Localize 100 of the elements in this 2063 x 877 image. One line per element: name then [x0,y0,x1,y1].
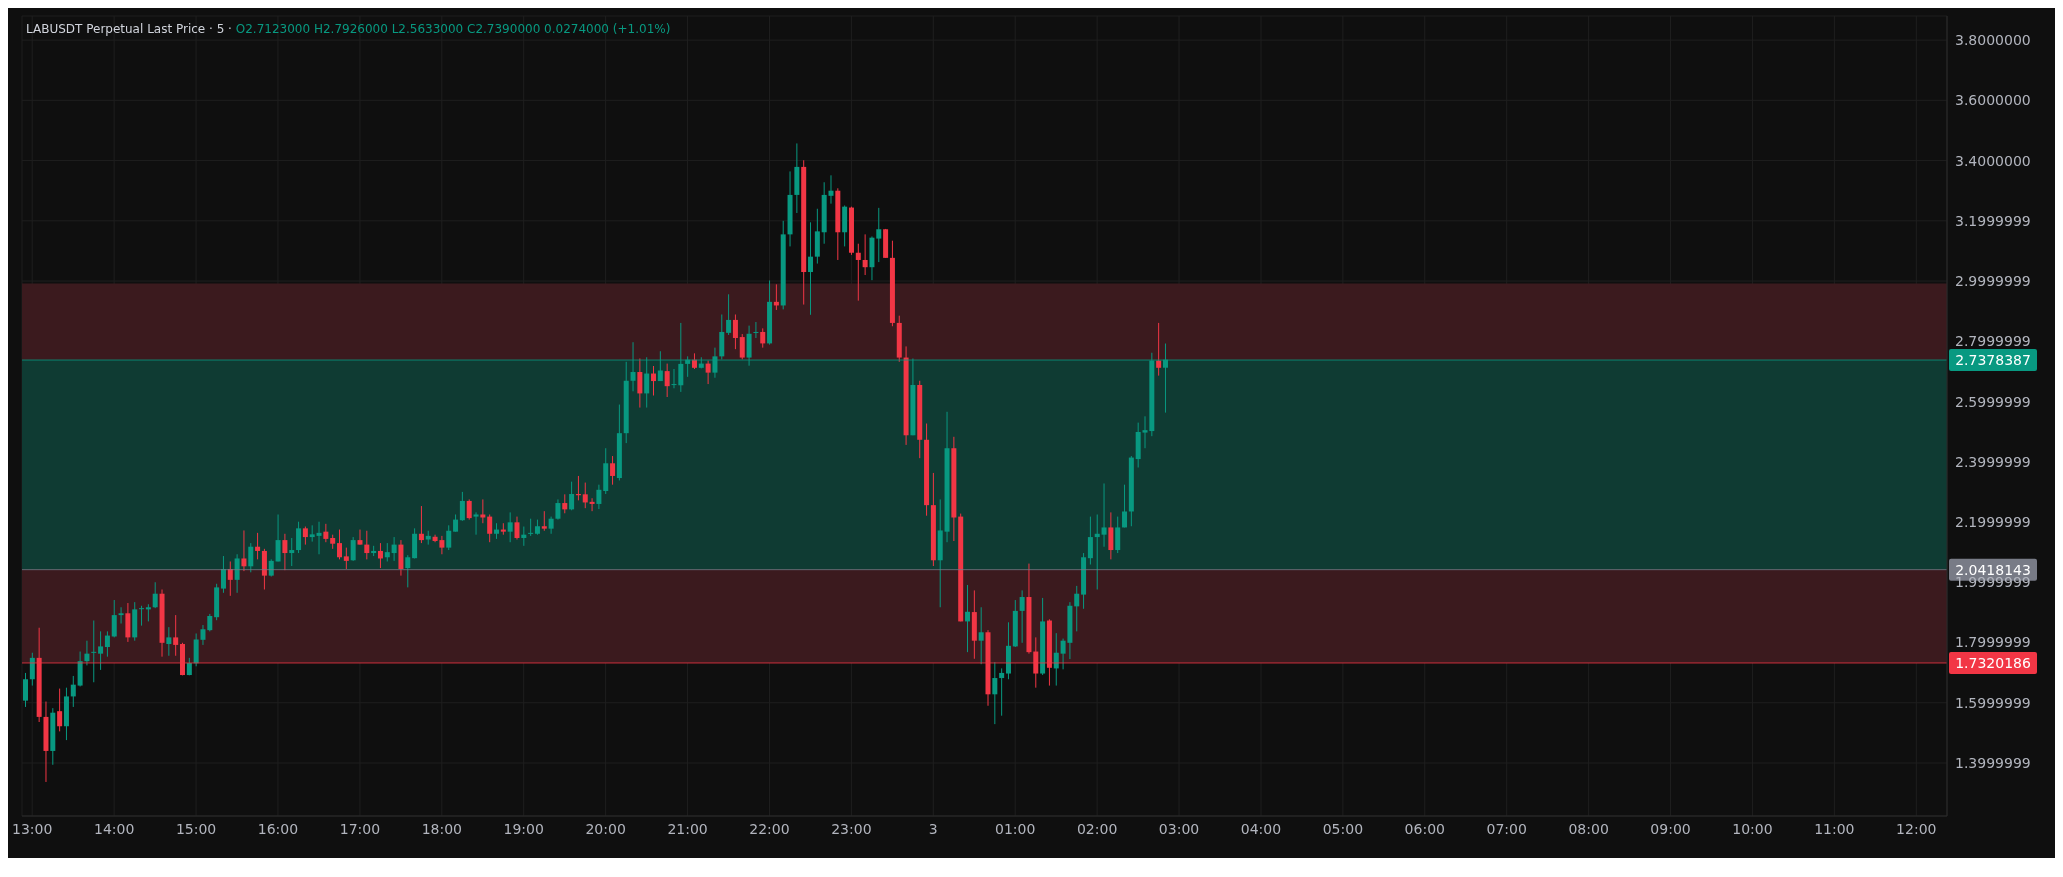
candlestick [296,521,302,554]
x-tick-label: 06:00 [1404,820,1445,837]
ref-line-label: 2.0418143 [1955,561,2031,578]
candlestick [91,620,97,683]
x-tick-label: 08:00 [1568,820,1609,837]
x-tick-label: 22:00 [749,820,790,837]
x-tick-label: 12:00 [1896,820,1937,837]
candlestick [282,533,288,571]
y-tick-label: 3.6000000 [1955,92,2031,109]
candlestick [111,599,117,638]
candlestick [500,522,506,536]
candlestick [1019,589,1025,644]
candlestick [596,484,602,510]
candlestick [57,688,63,732]
candlestick [473,511,479,536]
candlestick [316,521,322,555]
candlestick [487,513,493,543]
y-tick-label: 3.4000000 [1955,152,2031,169]
candlestick [562,493,568,514]
candlestick [220,555,226,594]
candlestick [23,672,28,708]
candlestick [459,491,465,522]
candlestick [651,365,657,397]
candlestick [84,640,90,666]
candlestick [323,523,329,543]
x-tick-label: 13:00 [12,820,53,837]
y-tick-label: 2.7999999 [1955,333,2031,350]
candlestick [732,313,738,350]
candlestick [364,530,370,560]
candlestick [589,497,595,512]
candlestick [760,327,766,349]
candlestick [391,536,397,562]
y-tick-label: 2.9999999 [1955,273,2031,290]
candlestick [1108,511,1114,560]
candlestick [978,606,984,665]
candlestick [241,529,247,572]
y-tick-label: 2.1999999 [1955,513,2031,530]
x-tick-label: 16:00 [257,820,299,837]
candlestick [808,221,814,316]
x-tick-label: 3 [928,820,938,837]
y-tick-label: 2.5999999 [1955,393,2031,410]
candlestick [275,513,281,562]
candlestick [664,363,670,398]
text: LABUSDT Perpetual Last Price · 5 · [26,22,232,36]
candlestick [965,584,971,653]
candlestick [637,357,643,409]
x-tick-label: 18:00 [421,820,462,837]
candlestick [1156,322,1162,377]
x-tick-label: 20:00 [585,820,626,837]
candlestick [289,537,295,567]
candlestick [514,516,520,540]
candlestick [343,547,349,570]
candlestick [139,605,145,627]
candlestick [166,626,172,657]
candlestick [234,553,240,594]
candlestick [337,529,343,560]
candlestick [753,321,759,339]
x-tick-label: 21:00 [667,820,708,837]
candlestick [705,360,711,385]
y-tick-label: 1.5999999 [1955,694,2031,711]
x-tick-label: 07:00 [1486,820,1527,837]
candlestick [1101,482,1107,548]
x-tick-label: 15:00 [175,820,217,837]
x-tick-label: 17:00 [339,820,381,837]
candlestick [118,606,124,625]
candlestick [569,481,575,511]
ref-line-label: 2.7378387 [1955,352,2031,369]
candlestick [876,207,882,263]
candlestick [528,518,534,537]
ref-line-label: 1.7320186 [1955,654,2031,671]
candlestick [98,630,104,671]
x-tick-label: 14:00 [93,820,135,837]
x-tick-label: 02:00 [1076,820,1118,837]
x-tick-label: 11:00 [1814,820,1855,837]
candlestick [555,498,561,521]
x-tick-label: 09:00 [1650,820,1691,837]
candlestick [726,293,732,336]
candlestick [377,542,383,569]
y-tick-label: 3.8000000 [1955,32,2031,49]
text: O2.7123000 H2.7926000 L2.5633000 C2.7390000 0.0274000 (+1.01%) [235,22,671,36]
candlestick [671,368,677,389]
candlestick [466,498,472,521]
candlestick [582,482,588,509]
candlestick [1087,516,1093,565]
y-tick-label: 1.7999999 [1955,634,2031,651]
candlestick [405,554,411,588]
candlestick [862,233,868,276]
candlestick [152,581,158,609]
candlestick [1122,484,1128,528]
candlestick [739,333,745,360]
y-tick-label: 3.1999999 [1955,212,2031,229]
candlestick [173,614,179,657]
candlestick [446,524,452,551]
x-tick-label: 19:00 [503,820,544,837]
candlestick [610,455,616,486]
y-tick-label: 1.3999999 [1955,754,2031,771]
candlestick [302,526,308,546]
candlestick [507,511,513,543]
candlestick [541,510,547,532]
candlestick [1074,585,1080,632]
